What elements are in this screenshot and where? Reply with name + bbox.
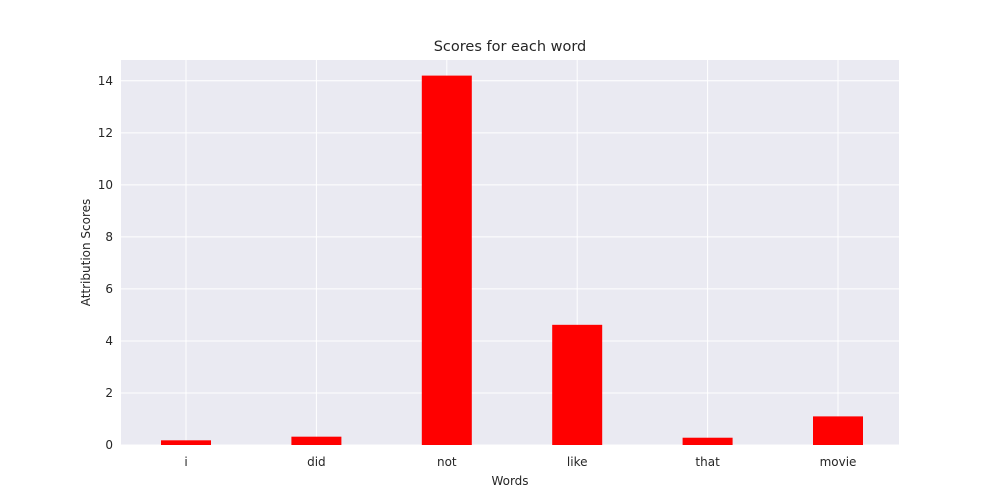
x-tick-label: like	[567, 455, 588, 469]
x-tick-label: that	[695, 455, 720, 469]
bar-not	[421, 75, 472, 446]
x-tick-label: not	[437, 455, 457, 469]
x-tick-label: did	[307, 455, 326, 469]
bars	[161, 75, 863, 446]
y-axis-ticks: 0 2 4 6 8 10 12 14	[98, 74, 113, 452]
y-tick-label: 10	[98, 178, 113, 192]
bar-movie	[813, 416, 863, 445]
bar-i	[161, 440, 211, 445]
y-tick-label: 0	[105, 438, 113, 452]
x-axis-ticks: i did not like that movie	[184, 455, 856, 469]
y-axis-label: Attribution Scores	[79, 199, 93, 307]
plot-area	[121, 60, 899, 445]
x-tick-label: i	[184, 455, 187, 469]
x-tick-label: movie	[820, 455, 857, 469]
bar-like	[552, 324, 603, 445]
chart-title: Scores for each word	[434, 39, 587, 55]
y-tick-label: 14	[98, 74, 113, 88]
x-axis-label: Words	[491, 474, 528, 488]
y-tick-label: 4	[105, 334, 113, 348]
bar-that	[682, 437, 733, 445]
bar-did	[291, 436, 342, 445]
y-tick-label: 12	[98, 126, 113, 140]
y-tick-label: 2	[105, 386, 113, 400]
y-tick-label: 6	[105, 282, 113, 296]
y-tick-label: 8	[105, 230, 113, 244]
